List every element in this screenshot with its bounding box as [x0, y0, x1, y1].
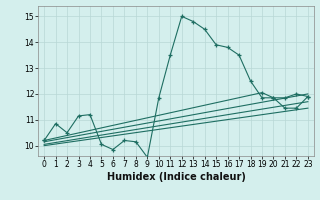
X-axis label: Humidex (Indice chaleur): Humidex (Indice chaleur) [107, 172, 245, 182]
